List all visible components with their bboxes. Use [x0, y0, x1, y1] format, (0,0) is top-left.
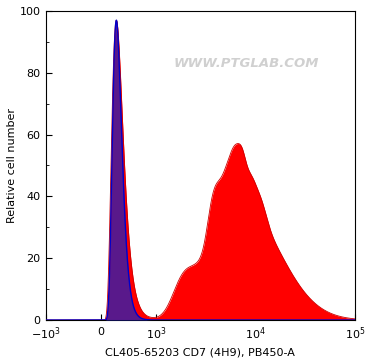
Text: WWW.PTGLAB.COM: WWW.PTGLAB.COM	[174, 57, 319, 70]
Y-axis label: Relative cell number: Relative cell number	[7, 108, 17, 223]
X-axis label: CL405-65203 CD7 (4H9), PB450-A: CL405-65203 CD7 (4H9), PB450-A	[105, 347, 295, 357]
